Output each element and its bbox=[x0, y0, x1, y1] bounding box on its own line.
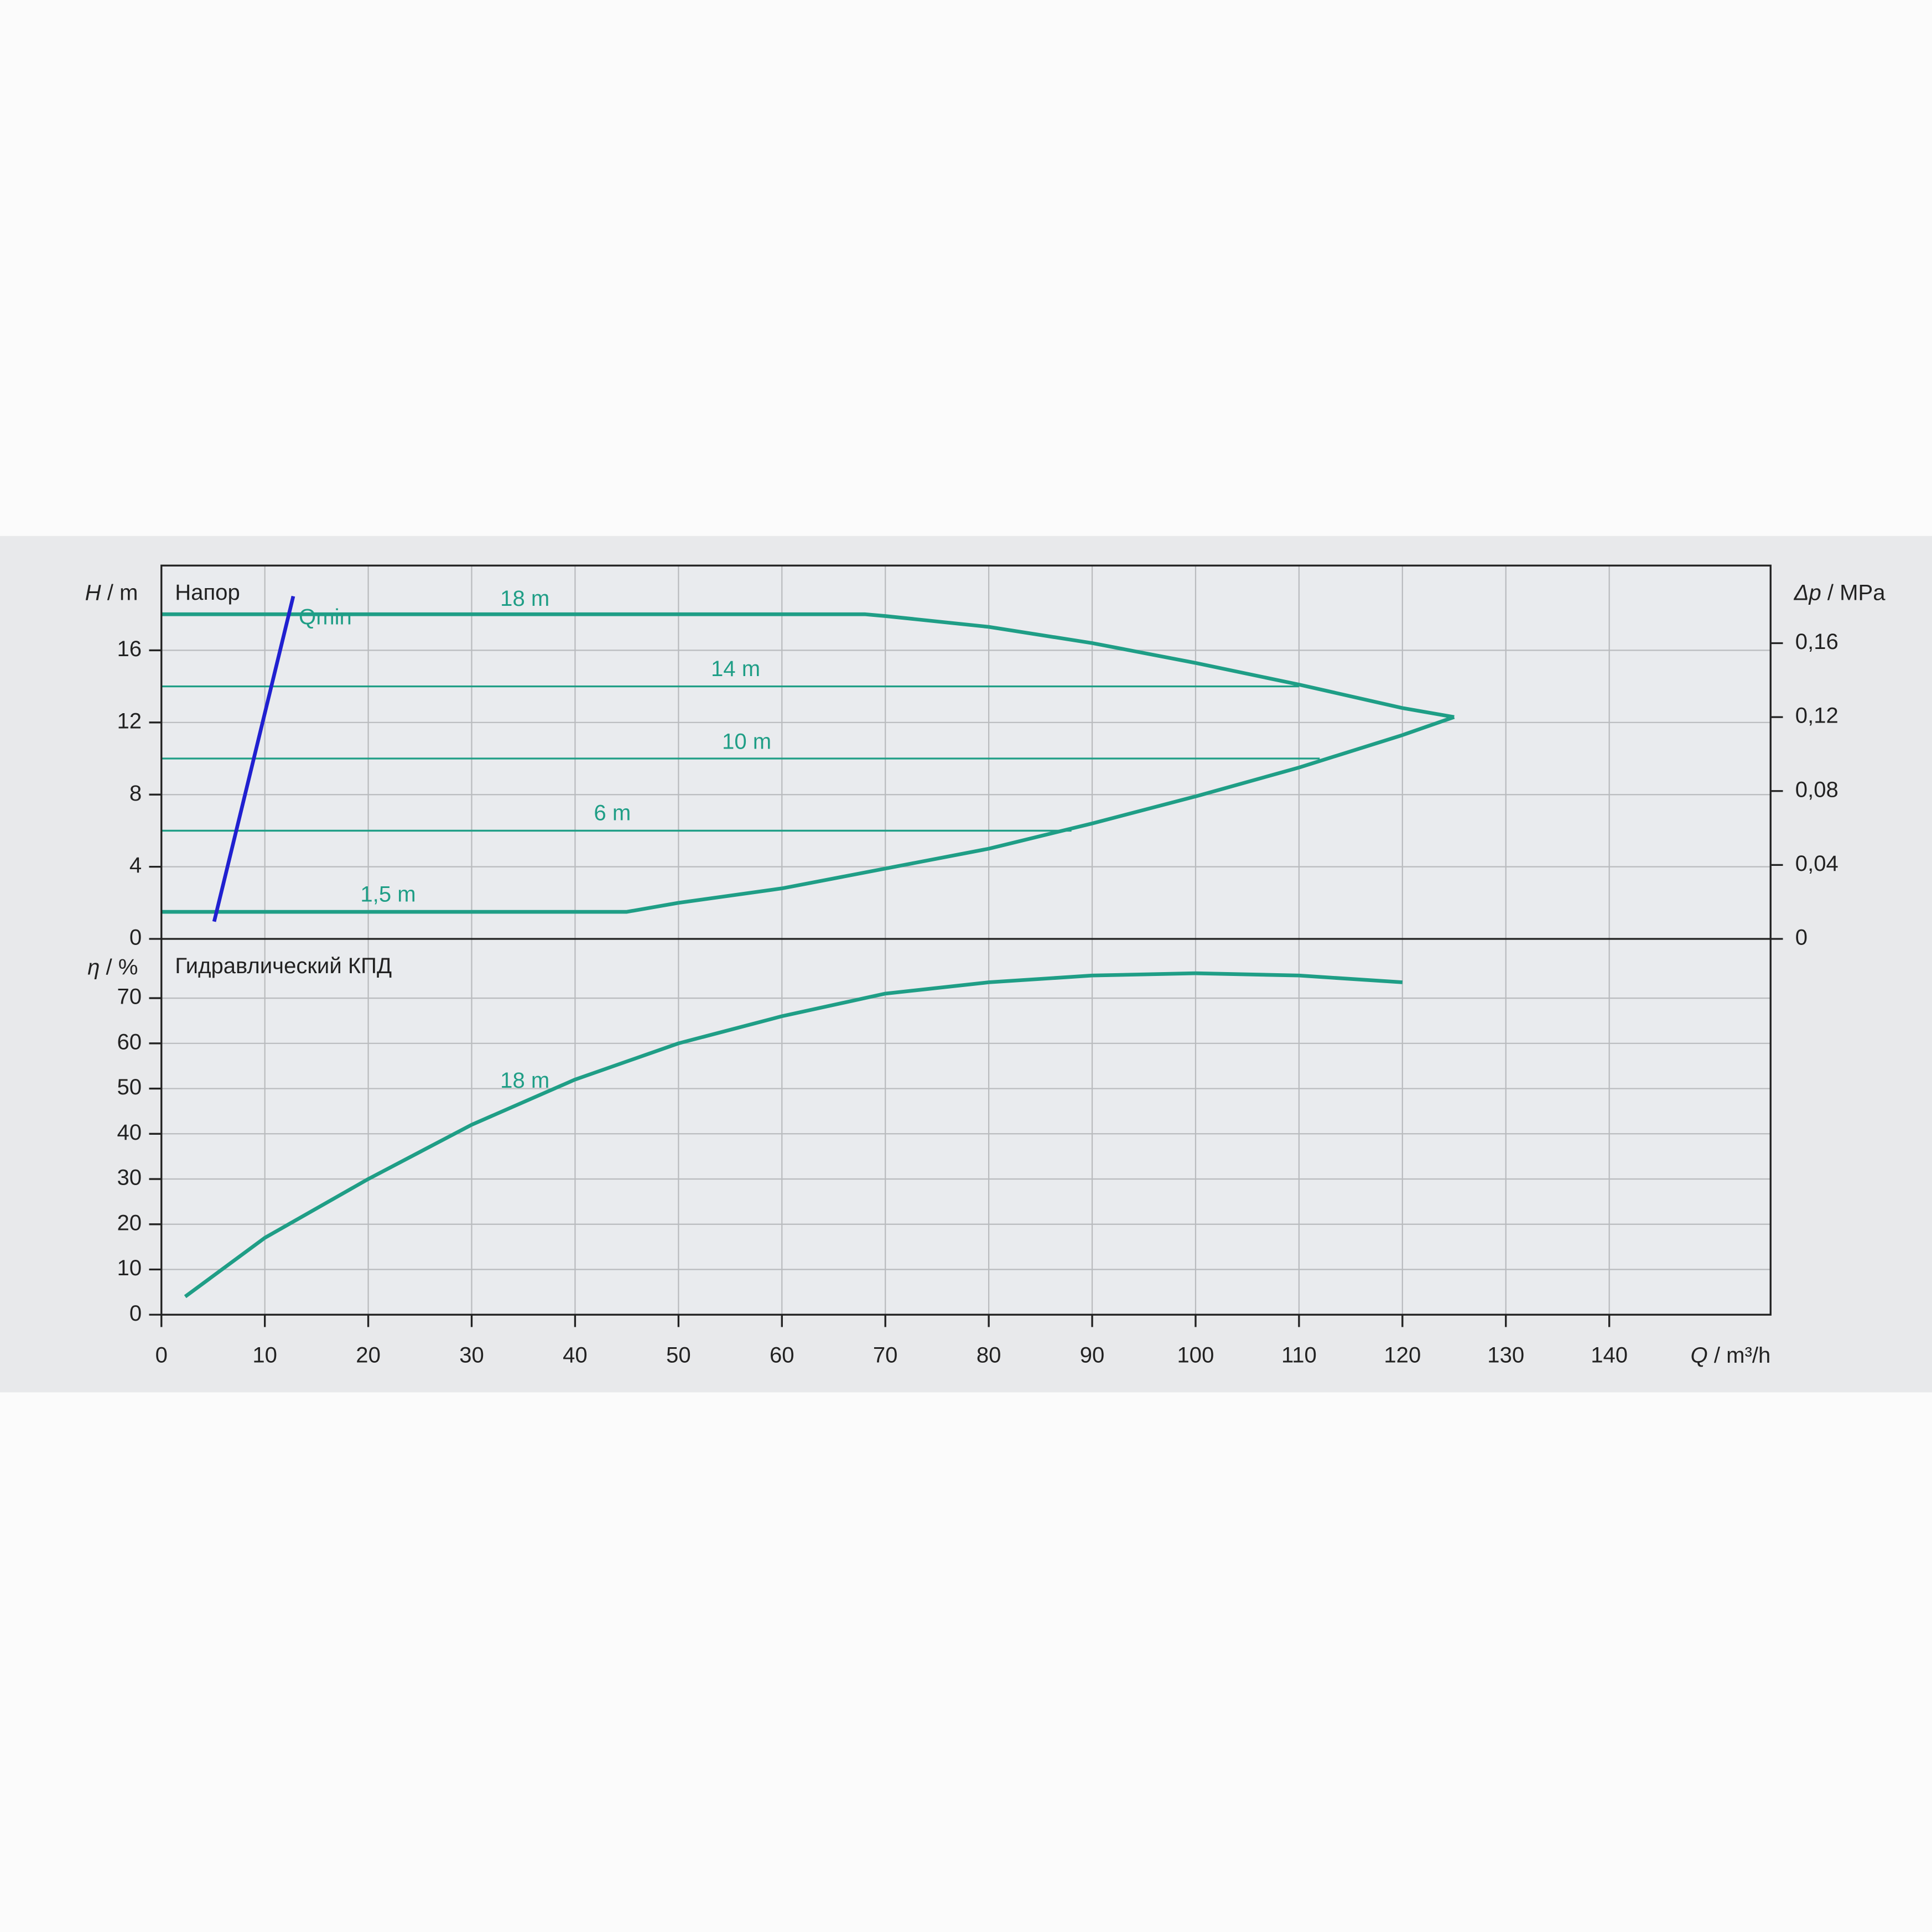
x-tick-label: 10 bbox=[252, 1343, 277, 1368]
x-tick-label: 140 bbox=[1591, 1343, 1628, 1368]
x-tick-label: 0 bbox=[155, 1343, 168, 1368]
x-tick-label: 120 bbox=[1384, 1343, 1421, 1368]
series-label: 6 m bbox=[594, 801, 631, 825]
y2-axis-label: Δp / MPa bbox=[1794, 580, 1886, 605]
y-tick-label: 30 bbox=[117, 1166, 142, 1190]
series-line bbox=[161, 612, 1455, 719]
y-tick-label: 4 bbox=[129, 853, 142, 877]
axis-symbol: Q bbox=[1690, 1343, 1707, 1368]
y-tick-label: 50 bbox=[117, 1075, 142, 1099]
panel-title: Напор bbox=[175, 580, 240, 605]
x-tick-label: 30 bbox=[459, 1343, 484, 1368]
axis-unit: / % bbox=[106, 955, 138, 979]
axis-symbol: H bbox=[85, 580, 101, 605]
x-tick-label: 20 bbox=[356, 1343, 381, 1368]
x-tick-label: 60 bbox=[770, 1343, 794, 1368]
y2-tick-label: 0,08 bbox=[1795, 777, 1838, 802]
axis-unit: / m bbox=[107, 580, 138, 605]
y-tick-label: 8 bbox=[129, 781, 142, 806]
plot-area bbox=[161, 565, 1771, 1315]
y-tick-label: 40 bbox=[117, 1120, 142, 1145]
axis-unit: / MPa bbox=[1827, 580, 1886, 605]
axis-symbol: η bbox=[87, 955, 100, 979]
series-label: 10 m bbox=[722, 729, 771, 754]
x-tick-label: 70 bbox=[873, 1343, 898, 1368]
y-axis-label: η / % bbox=[87, 955, 138, 979]
axis-unit: / m³/h bbox=[1714, 1343, 1770, 1368]
series-label: 18 m bbox=[500, 586, 549, 611]
series-label: 14 m bbox=[711, 657, 760, 681]
y2-tick-label: 0,12 bbox=[1795, 704, 1838, 728]
series-label: Qmin bbox=[299, 605, 352, 630]
y-tick-label: 70 bbox=[117, 985, 142, 1009]
y-tick-label: 16 bbox=[117, 637, 142, 661]
x-tick-label: 100 bbox=[1177, 1343, 1214, 1368]
x-tick-label: 50 bbox=[666, 1343, 691, 1368]
x-tick-label: 110 bbox=[1281, 1343, 1317, 1368]
series-line bbox=[161, 715, 1455, 914]
y2-tick-label: 0 bbox=[1795, 926, 1808, 950]
marks: 18 m 14 m 10 m 6 m 1,5 m Qmin 18 m bbox=[161, 586, 1455, 1299]
y-tick-label: 20 bbox=[117, 1211, 142, 1235]
y-tick-label: 12 bbox=[117, 709, 142, 733]
x-tick-label: 130 bbox=[1487, 1343, 1524, 1368]
y-tick-label: 10 bbox=[117, 1256, 142, 1280]
series-line bbox=[184, 971, 1403, 1299]
y-tick-label: 60 bbox=[117, 1030, 142, 1054]
y-tick-label: 0 bbox=[129, 926, 142, 950]
plot-frame bbox=[160, 564, 1772, 1316]
y2-tick-label: 0,16 bbox=[1795, 630, 1838, 654]
series-label: 18 m bbox=[500, 1068, 549, 1093]
panel-title: Гидравлический КПД bbox=[175, 954, 392, 978]
y-axis-label: H / m bbox=[85, 580, 138, 605]
series-line bbox=[212, 595, 295, 922]
x-tick-label: 40 bbox=[563, 1343, 588, 1368]
x-tick-label: 90 bbox=[1080, 1343, 1105, 1368]
series-label: 1,5 m bbox=[360, 882, 416, 907]
y2-tick-label: 0,04 bbox=[1795, 851, 1838, 876]
x-tick-label: 80 bbox=[977, 1343, 1001, 1368]
x-axis-label: Q / m³/h bbox=[1690, 1343, 1770, 1368]
y-tick-label: 0 bbox=[129, 1301, 142, 1326]
axis-symbol: Δp bbox=[1794, 580, 1821, 605]
